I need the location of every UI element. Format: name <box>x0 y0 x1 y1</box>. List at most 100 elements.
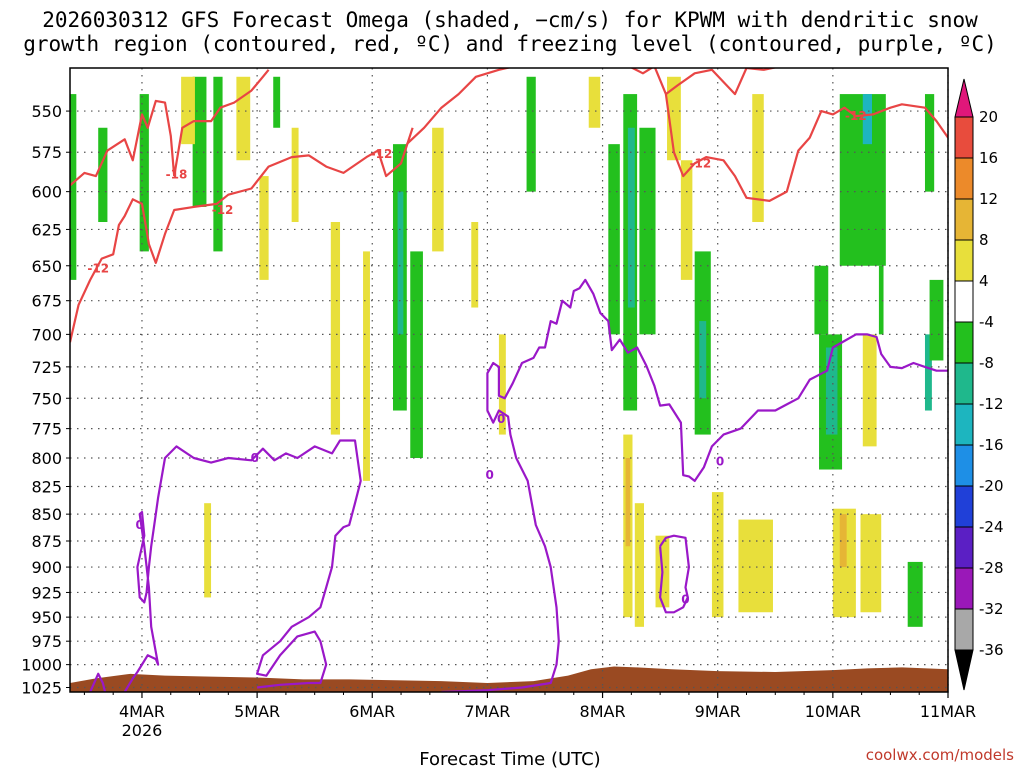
y-tick-label: 625 <box>31 220 62 239</box>
colorbar-tick-label: 20 <box>979 108 998 126</box>
omega-shade-cell <box>752 94 764 223</box>
omega-shade-cell <box>376 76 387 192</box>
colorbar-segment <box>954 362 974 405</box>
colorbar-segment <box>954 157 974 200</box>
omega-shade-cell <box>667 76 681 161</box>
omega-shade-cell <box>542 251 550 459</box>
colorbar-tick-label: -4 <box>979 313 994 331</box>
dendritic-contour-label: -12 <box>845 109 867 123</box>
colorbar-segment <box>954 403 974 446</box>
freezing-level-contour-label: 0 <box>497 412 505 426</box>
colorbar-top-arrow <box>954 78 974 118</box>
omega-shade-cell <box>213 76 223 252</box>
x-tick-label: 6MAR <box>349 702 395 721</box>
freezing-level-contour-line <box>659 534 690 614</box>
colorbar-tick-label: -28 <box>979 559 1004 577</box>
omega-shade-cell <box>556 434 562 493</box>
omega-shade-cell <box>839 514 847 568</box>
y-tick-label: 600 <box>31 183 62 202</box>
dendritic-contour-label: -12 <box>212 203 234 217</box>
omega-shade-cell <box>627 127 635 308</box>
colorbar: 20 16 12 8 4 -4 -8 -12 -16 -20 -24 -28 -32 -36 <box>954 78 1004 691</box>
omega-shade-cell <box>158 334 168 627</box>
x-tick-label: 10MAR <box>805 702 861 721</box>
y-tick-label: 675 <box>31 292 62 311</box>
omega-shade-cell <box>418 524 425 618</box>
x-axis-title: Forecast Time (UTC) <box>419 749 600 768</box>
colorbar-segment <box>954 608 974 651</box>
freezing-level-contour-label: 0 <box>681 592 689 606</box>
colorbar-tick-label: -12 <box>979 395 1004 413</box>
colorbar-tick-label: -36 <box>979 641 1004 659</box>
dendritic-contour-line <box>173 69 270 177</box>
omega-shade-cell <box>608 144 620 335</box>
y-tick-label: 825 <box>31 478 62 497</box>
omega-shade-cell <box>825 347 838 435</box>
y-tick-label: 800 <box>31 449 62 468</box>
dendritic-contour-line <box>70 127 414 343</box>
omega-shade-cell <box>878 265 884 335</box>
colorbar-segment <box>954 280 974 323</box>
freezing-level-contour-label: 0 <box>486 468 494 482</box>
dendritic-contour-line <box>70 99 176 187</box>
omega-shade-cell <box>192 76 207 207</box>
x-tick-label: 7MAR <box>464 702 510 721</box>
omega-shade-cell <box>291 127 299 223</box>
colorbar-segment <box>954 198 974 241</box>
omega-shade-cell <box>471 222 479 308</box>
omega-shade-cell <box>236 76 251 161</box>
omega-shade-cell <box>929 279 944 361</box>
y-tick-label: 775 <box>31 420 62 439</box>
colorbar-segment <box>954 239 974 282</box>
freezing-level-contour-line <box>123 439 362 692</box>
omega-shade-cell <box>432 127 444 252</box>
colorbar-tick-label: -8 <box>979 354 994 372</box>
x-tick-label: 5MAR <box>234 702 280 721</box>
credit-text: coolwx.com/models <box>866 746 1014 764</box>
dendritic-contour-label: -18 <box>166 168 188 182</box>
colorbar-bottom-arrow <box>954 649 974 691</box>
y-tick-label: 950 <box>31 608 62 627</box>
omega-shade-cell <box>330 222 341 435</box>
y-tick-label: 750 <box>31 389 62 408</box>
chart-title-line-1: 2026030312 GFS Forecast Omega (shaded, −… <box>42 8 978 32</box>
omega-shade-cell <box>639 127 656 335</box>
omega-shade-cell <box>204 503 212 598</box>
dendritic-contour-label: -12 <box>690 156 712 170</box>
omega-shade-cell <box>814 265 829 335</box>
y-tick-label: 925 <box>31 583 62 602</box>
omega-shade-cell <box>259 176 269 280</box>
omega-shade-cell <box>526 76 536 192</box>
freezing-level-contour-line <box>89 672 107 692</box>
colorbar-segment <box>954 567 974 610</box>
colorbar-tick-label: -24 <box>979 518 1004 536</box>
omega-shade-cell <box>70 94 77 280</box>
omega-shade-cell <box>181 76 195 145</box>
colorbar-tick-label: -20 <box>979 477 1004 495</box>
colorbar-segment <box>954 321 974 364</box>
omega-shade-cell <box>924 334 932 411</box>
omega-shade-cell <box>410 251 423 459</box>
omega-shade-cell <box>860 514 882 613</box>
omega-shade-cell <box>680 160 693 280</box>
omega-shade-cell <box>363 251 370 481</box>
freezing-level-contour-label: 0 <box>716 454 724 468</box>
omega-shade-cell <box>273 76 281 128</box>
omega-shade-cell <box>907 561 923 627</box>
omega-shade-cell <box>839 94 886 266</box>
omega-shade-cell <box>634 503 645 627</box>
omega-shade-cell <box>588 76 601 128</box>
omega-shade-cell <box>862 94 873 145</box>
contour-label-layer: -18 -12 -12 -12 -12 -12 0 0 0 0 0 0 <box>87 109 866 606</box>
freezing-level-contour-label: 0 <box>135 518 143 532</box>
y-tick-label: 550 <box>31 102 62 121</box>
omega-shade-cell <box>862 334 877 447</box>
ground-layer <box>70 666 948 692</box>
plot-frame <box>69 67 949 693</box>
y-tick-label: 1000 <box>21 656 62 675</box>
ground-surface <box>70 666 948 692</box>
colorbar-tick-label: 16 <box>979 149 998 167</box>
omega-shade-cell <box>924 94 935 192</box>
